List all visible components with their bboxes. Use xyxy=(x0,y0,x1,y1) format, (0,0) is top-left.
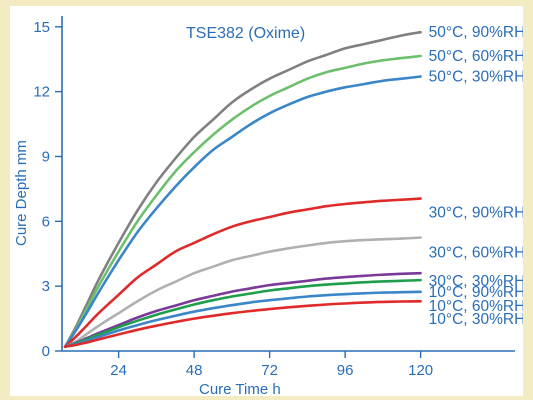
chart-panel: 24 48 72 96 120 0 3 6 9 12 15 50°C, 90%RH 50°C, 60%… xyxy=(10,6,523,396)
y-tick-label: 12 xyxy=(33,84,50,101)
chart-title: TSE382 (Oxime) xyxy=(186,25,305,42)
y-tick-label: 0 xyxy=(42,343,50,360)
series-labels: 50°C, 90%RH 50°C, 60%RH 50°C, 30%RH 30°C, 9… xyxy=(429,24,523,328)
x-tick-label: 120 xyxy=(408,362,433,379)
series-label: 30°C, 60%RH xyxy=(429,245,523,262)
series-label: 30°C, 30%RH xyxy=(429,273,523,290)
series-lines xyxy=(63,30,422,348)
series-line xyxy=(63,30,422,348)
y-tick-label: 15 xyxy=(33,19,50,36)
axis-ticks: 24 48 72 96 120 0 3 6 9 12 15 xyxy=(33,19,433,379)
cure-depth-chart: 24 48 72 96 120 0 3 6 9 12 15 50°C, 90%RH 50°C, 60%… xyxy=(13,16,523,396)
series-line xyxy=(63,75,422,348)
x-axis-label: Cure Time h xyxy=(199,381,281,396)
series-line xyxy=(63,290,422,348)
series-label: 10°C, 90%RH xyxy=(429,284,523,301)
series-line xyxy=(63,54,422,348)
x-tick-label: 96 xyxy=(337,362,354,379)
series-label: 50°C, 90%RH xyxy=(429,24,523,41)
x-tick-label: 72 xyxy=(261,362,278,379)
series-line xyxy=(63,271,422,348)
y-tick-label: 6 xyxy=(42,213,50,230)
series-label: 30°C, 90%RH xyxy=(429,205,523,222)
series-label: 10°C, 60%RH xyxy=(429,298,523,315)
y-tick-label: 3 xyxy=(42,278,50,295)
y-axis-label: Cure Depth mm xyxy=(13,140,30,246)
series-label: 50°C, 60%RH xyxy=(429,48,523,65)
x-tick-label: 48 xyxy=(186,362,203,379)
series-line xyxy=(63,236,422,348)
series-line xyxy=(63,300,422,348)
series-label: 10°C, 30%RH xyxy=(429,311,523,328)
series-line xyxy=(63,197,422,348)
series-line xyxy=(63,278,422,348)
x-tick-label: 24 xyxy=(110,362,127,379)
y-tick-label: 9 xyxy=(42,148,50,165)
series-label: 50°C, 30%RH xyxy=(429,69,523,86)
